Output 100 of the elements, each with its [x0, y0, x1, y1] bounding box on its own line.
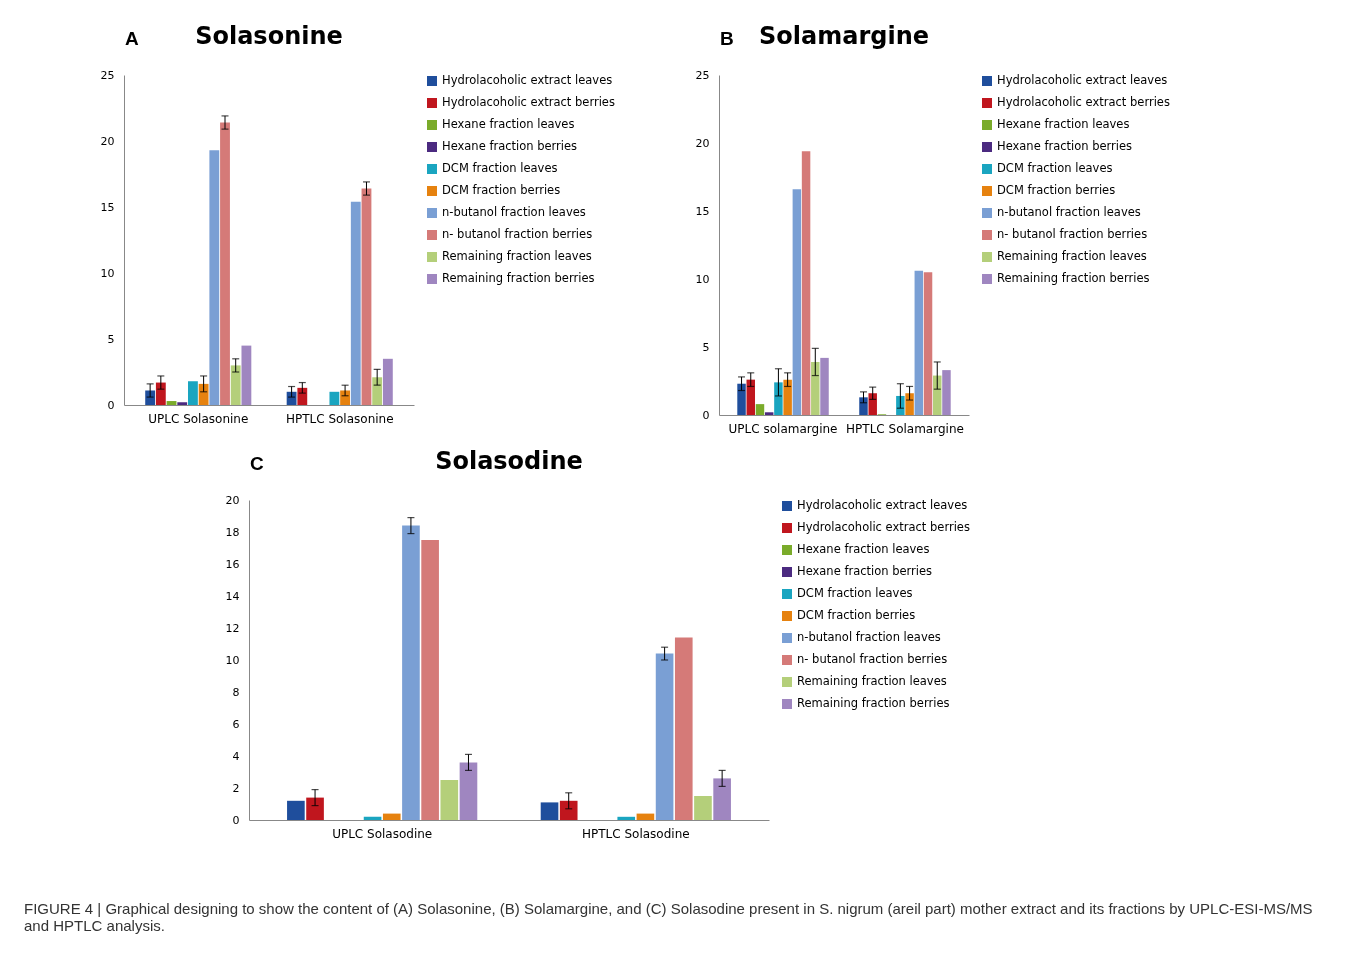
- text: B: [720, 28, 734, 50]
- bar: [933, 375, 942, 415]
- bar: [363, 816, 382, 820]
- legend-label: n-butanol fraction leaves: [797, 630, 941, 644]
- bar: [421, 540, 439, 820]
- y-tick-label: 8: [232, 685, 240, 699]
- legend-label: Hydrolacoholic extract leaves: [442, 73, 613, 87]
- bar: [372, 377, 383, 405]
- text: C: [250, 453, 264, 475]
- legend-label: Hydrolacoholic extract leaves: [997, 73, 1168, 87]
- y-tick-label: 20: [100, 134, 115, 148]
- bar: [783, 379, 792, 415]
- bar: [774, 382, 783, 415]
- caption: FIGURE 4 | Graphical designing to show the content of (A) Solasonine, (B) Solamargine, and (C) Solasodine present in S. nigrum (areil part) mother extract and its fractions by UPLC-ESI-MS/MS and HPTLC analysis.: [24, 900, 1314, 934]
- bar: [942, 370, 951, 415]
- bar: [713, 778, 731, 820]
- legend-label: Hydrolacoholic extract berries: [442, 95, 615, 109]
- bar: [361, 188, 372, 405]
- bar: [166, 401, 177, 405]
- y-tick-label: 12: [225, 621, 240, 635]
- bar: [859, 397, 868, 415]
- bar: [440, 780, 459, 820]
- bar: [820, 357, 829, 415]
- x-tick-label: HPTLC Solamargine: [846, 421, 964, 436]
- bar: [737, 383, 746, 415]
- legend-label: Remaining fraction leaves: [797, 674, 947, 688]
- legend-label: Remaining fraction leaves: [997, 249, 1147, 263]
- y-tick-label: 16: [225, 557, 240, 571]
- bar: [209, 150, 220, 405]
- legend-label: DCM fraction leaves: [797, 586, 913, 600]
- x-tick-label: UPLC solamargine: [728, 421, 838, 436]
- y-tick-label: 18: [225, 525, 240, 539]
- bar: [177, 402, 188, 405]
- bar: [350, 201, 361, 405]
- bar: [674, 637, 693, 820]
- bar: [868, 393, 877, 415]
- y-tick-label: 5: [107, 332, 115, 346]
- y-tick-label: 25: [695, 68, 710, 82]
- bar: [287, 800, 305, 820]
- bar: [382, 358, 393, 405]
- text: A: [125, 28, 139, 50]
- y-tick-label: 20: [695, 136, 710, 150]
- legend-label: Hydrolacoholic extract berries: [797, 520, 970, 534]
- bar: [914, 270, 924, 415]
- legend-label: Remaining fraction leaves: [442, 249, 592, 263]
- legend-label: n-butanol fraction leaves: [442, 205, 586, 219]
- y-tick-label: 25: [100, 68, 115, 82]
- bar: [764, 412, 774, 415]
- y-tick-label: 15: [695, 204, 710, 218]
- legend-label: Hexane fraction berries: [797, 564, 933, 578]
- legend-label: DCM fraction leaves: [442, 161, 558, 175]
- legend-label: Hexane fraction berries: [442, 139, 578, 153]
- legend-label: n-butanol fraction leaves: [997, 205, 1141, 219]
- bar: [220, 122, 230, 405]
- y-tick-label: 20: [225, 493, 240, 507]
- bar: [694, 796, 712, 820]
- y-tick-label: 10: [225, 653, 240, 667]
- legend-label: Hexane fraction berries: [997, 139, 1133, 153]
- y-tick-label: 6: [232, 717, 240, 731]
- bar: [746, 379, 755, 415]
- legend-label: n- butanol fraction berries: [442, 227, 593, 241]
- y-tick-label: 0: [232, 813, 240, 827]
- x-tick-label: HPTLC Solasodine: [582, 826, 690, 841]
- bar: [792, 189, 802, 415]
- legend-label: DCM fraction berries: [797, 608, 916, 622]
- chart-title: Solasodine: [435, 447, 583, 475]
- legend-label: Hydrolacoholic extract berries: [997, 95, 1170, 109]
- bar: [801, 151, 811, 415]
- legend-label: DCM fraction berries: [997, 183, 1116, 197]
- legend-label: n- butanol fraction berries: [997, 227, 1148, 241]
- legend-label: Remaining fraction berries: [442, 271, 595, 285]
- bar: [329, 391, 340, 405]
- bar: [306, 797, 324, 820]
- y-tick-label: 2: [232, 781, 240, 795]
- chart-title: Solasonine: [195, 22, 343, 50]
- chart-title: Solamargine: [758, 22, 930, 50]
- legend-label: Hexane fraction leaves: [442, 117, 575, 131]
- bar: [459, 762, 478, 820]
- bar: [188, 381, 198, 405]
- bar: [155, 382, 166, 405]
- legend-label: n- butanol fraction berries: [797, 652, 948, 666]
- bar: [297, 387, 308, 405]
- bar: [617, 816, 636, 820]
- y-tick-label: 4: [232, 749, 240, 763]
- bar: [559, 800, 578, 820]
- bar: [655, 653, 674, 820]
- y-tick-label: 15: [100, 200, 115, 214]
- bar: [230, 365, 241, 405]
- legend-label: Hexane fraction leaves: [797, 542, 930, 556]
- bar: [755, 404, 765, 415]
- x-tick-label: UPLC Solasonine: [148, 411, 249, 426]
- y-tick-label: 10: [695, 272, 710, 286]
- bar: [402, 525, 420, 820]
- bar: [540, 802, 559, 820]
- legend-label: Hexane fraction leaves: [997, 117, 1130, 131]
- bar: [636, 813, 655, 820]
- legend-label: Hydrolacoholic extract leaves: [797, 498, 968, 512]
- x-tick-label: HPTLC Solasonine: [285, 411, 394, 426]
- legend-label: Remaining fraction berries: [797, 696, 950, 710]
- y-tick-label: 14: [225, 589, 240, 603]
